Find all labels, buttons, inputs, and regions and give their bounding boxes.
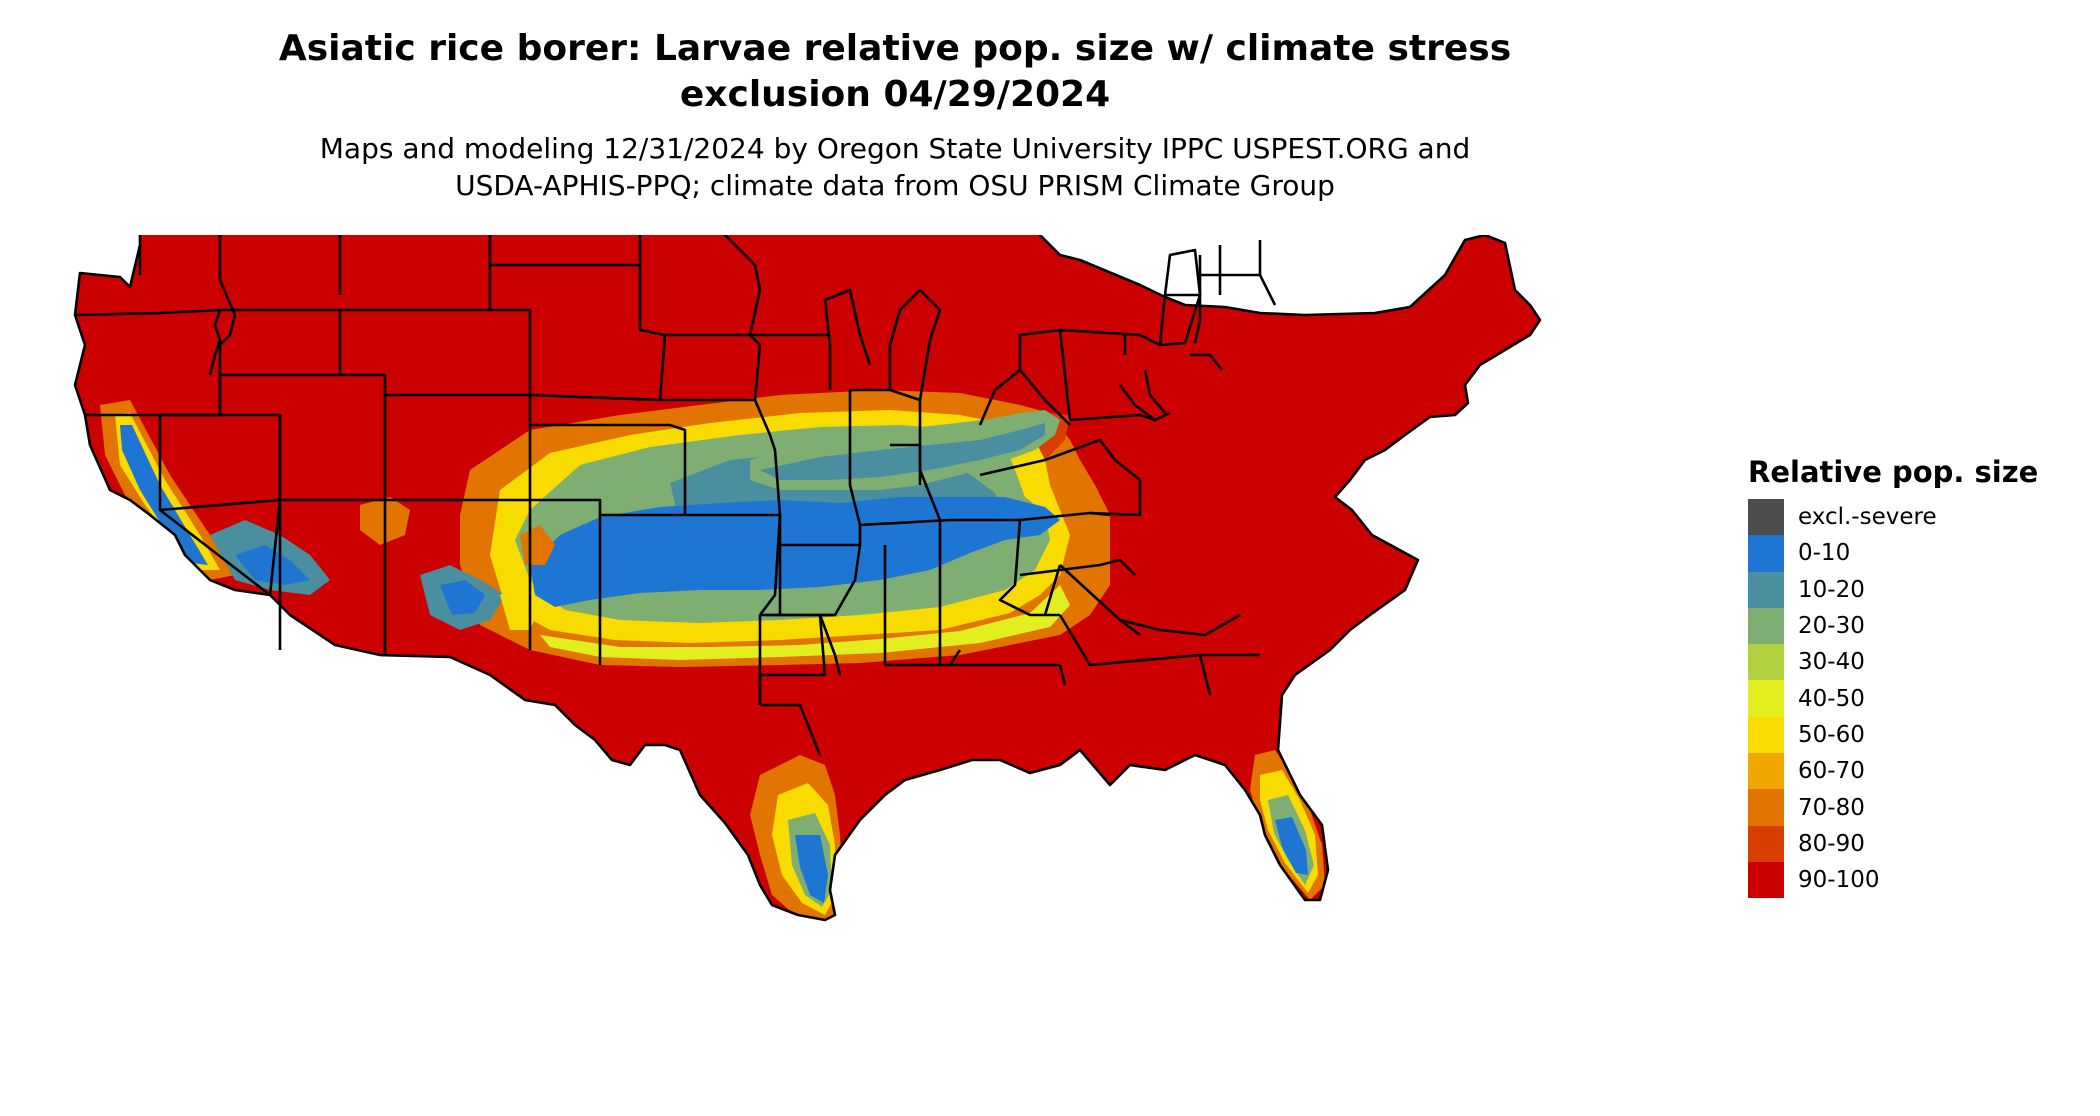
legend-item: 0-10: [1748, 535, 2038, 572]
legend-swatch: [1748, 644, 1784, 681]
legend-swatch: [1748, 680, 1784, 717]
legend-label: 90-100: [1798, 867, 1880, 894]
legend-title: Relative pop. size: [1748, 455, 2039, 489]
legend-swatch: [1748, 499, 1784, 536]
legend-swatch: [1748, 789, 1784, 826]
subtitle-line-1: Maps and modeling 12/31/2024 by Oregon S…: [319, 132, 1471, 165]
legend-label: 70-80: [1798, 794, 1865, 821]
legend-item: excl.-severe: [1748, 499, 2038, 536]
legend-item: 60-70: [1748, 753, 2038, 790]
legend-label: excl.-severe: [1798, 504, 1937, 531]
legend-label: 30-40: [1798, 649, 1865, 676]
title-line-2: exclusion 04/29/2024: [679, 74, 1111, 115]
legend-label: 10-20: [1798, 576, 1865, 603]
legend-label: 40-50: [1798, 685, 1865, 712]
map-subtitle: Maps and modeling 12/31/2024 by Oregon S…: [0, 130, 1790, 204]
legend-label: 20-30: [1798, 613, 1865, 640]
legend-item: 30-40: [1748, 644, 2038, 681]
legend-item: 80-90: [1748, 825, 2038, 862]
legend-item: 10-20: [1748, 571, 2038, 608]
map-title: Asiatic rice borer: Larvae relative pop.…: [0, 26, 1790, 118]
legend-item: 90-100: [1748, 861, 2038, 899]
legend-item: 40-50: [1748, 680, 2038, 717]
legend-swatch: [1748, 861, 1784, 899]
legend-item: 70-80: [1748, 789, 2038, 826]
legend-swatch: [1748, 753, 1784, 790]
legend-swatch: [1748, 825, 1784, 862]
legend-swatch: [1748, 571, 1784, 608]
us-risk-map: [73, 235, 1542, 922]
legend-swatch: [1748, 716, 1784, 754]
legend-swatch: [1748, 535, 1784, 572]
legend-item: 20-30: [1748, 607, 2038, 645]
state-boundaries: [73, 235, 1542, 922]
title-line-1: Asiatic rice borer: Larvae relative pop.…: [278, 28, 1512, 69]
legend-items: excl.-severe 0-10 10-20 20-30 30-40 40-50 50-6…: [1748, 499, 2038, 899]
legend-label: 0-10: [1798, 540, 1851, 567]
legend: Relative pop. size excl.-severe 0-10 10-20…: [1748, 455, 2039, 899]
subtitle-line-2: USDA-APHIS-PPQ; climate data from OSU PR…: [455, 169, 1335, 202]
legend-item: 50-60: [1748, 716, 2038, 754]
legend-label: 50-60: [1798, 721, 1865, 748]
legend-label: 80-90: [1798, 830, 1865, 857]
legend-swatch: [1748, 607, 1784, 645]
legend-label: 60-70: [1798, 758, 1865, 785]
